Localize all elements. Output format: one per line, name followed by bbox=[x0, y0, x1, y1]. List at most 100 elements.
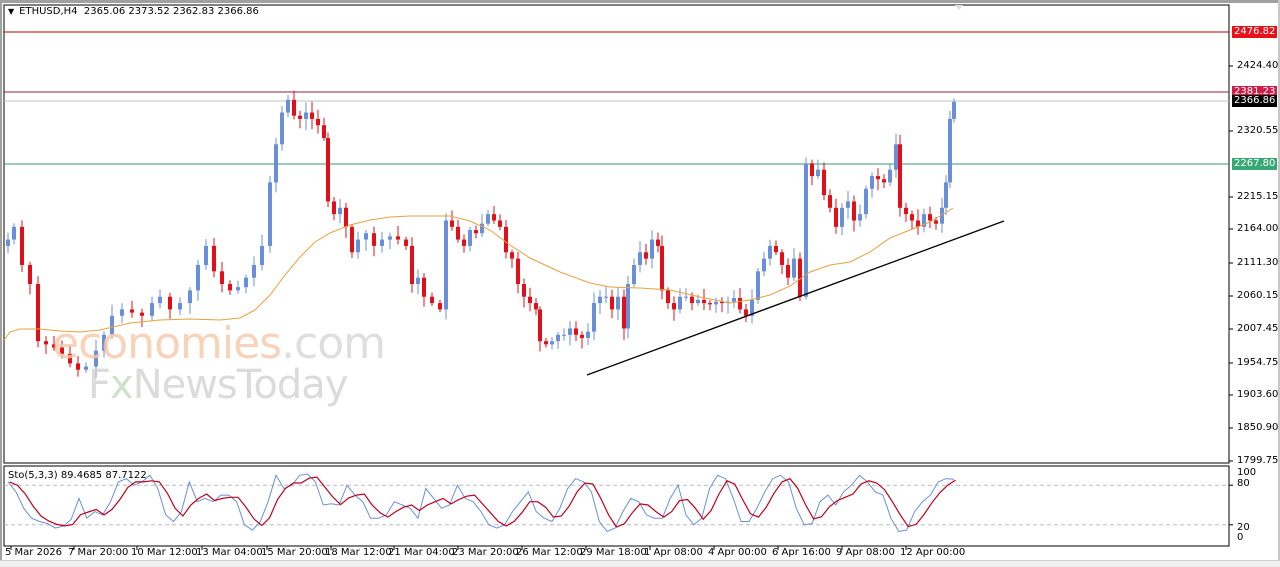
candle bbox=[550, 341, 554, 345]
candle bbox=[632, 264, 636, 285]
candle bbox=[486, 214, 490, 224]
candle bbox=[130, 309, 134, 313]
candle bbox=[28, 264, 32, 285]
candle bbox=[410, 245, 414, 285]
candle bbox=[60, 347, 64, 354]
candle bbox=[786, 264, 790, 278]
level-label-support: 2267.80 bbox=[1232, 158, 1278, 170]
price-tick-label: 1954.75 bbox=[1237, 357, 1279, 368]
time-label: 10 Mar 12:00 bbox=[131, 547, 198, 558]
time-label: 29 Mar 18:00 bbox=[580, 547, 647, 558]
candle bbox=[6, 239, 10, 246]
chart-title[interactable]: ▼ ETHUSD,H4 2365.06 2373.52 2362.83 2366.… bbox=[8, 6, 259, 17]
candle bbox=[732, 297, 736, 302]
candle bbox=[592, 303, 596, 332]
candle bbox=[556, 334, 560, 342]
candle bbox=[822, 169, 826, 196]
level-label-resistance-2: 2476.82 bbox=[1232, 26, 1278, 38]
candle bbox=[622, 296, 626, 329]
candle bbox=[656, 239, 660, 246]
candle bbox=[326, 137, 330, 202]
scroll-marker-icon bbox=[955, 5, 963, 10]
candle bbox=[888, 169, 892, 183]
triangle-down-icon[interactable]: ▼ bbox=[8, 7, 15, 16]
candle bbox=[480, 223, 484, 234]
candle bbox=[952, 101, 956, 119]
candle bbox=[944, 182, 948, 208]
price-tick-label: 2060.15 bbox=[1237, 290, 1279, 301]
sto-axis-80: 80 bbox=[1237, 478, 1250, 489]
candle bbox=[940, 207, 944, 224]
price-tick-label: 1850.90 bbox=[1237, 422, 1279, 433]
candle bbox=[388, 236, 392, 240]
level-label-current-price: 2366.86 bbox=[1232, 95, 1278, 107]
candle bbox=[714, 301, 718, 305]
candle bbox=[738, 297, 742, 310]
candle bbox=[220, 271, 224, 285]
candle bbox=[338, 207, 342, 215]
candle bbox=[94, 350, 98, 367]
sto-axis-0: 0 bbox=[1237, 532, 1244, 543]
price-tick-label: 2320.55 bbox=[1237, 125, 1279, 136]
price-tick-label: 2164.00 bbox=[1237, 223, 1279, 234]
candle bbox=[344, 207, 348, 227]
candle bbox=[474, 230, 478, 234]
candle bbox=[910, 214, 914, 221]
candle bbox=[110, 315, 114, 335]
candle bbox=[666, 290, 670, 304]
time-label: 5 Mar 2026 bbox=[5, 547, 63, 558]
watermark-fxnewstoday: FxNewsToday bbox=[88, 362, 348, 408]
candle bbox=[922, 214, 926, 227]
candle bbox=[510, 252, 514, 259]
candle bbox=[522, 284, 526, 297]
candle bbox=[304, 112, 308, 119]
candle bbox=[492, 214, 496, 221]
candle bbox=[852, 201, 856, 221]
watermark-economies: economies.com bbox=[52, 318, 386, 369]
window-top-border bbox=[0, 0, 1280, 3]
time-label: 12 Apr 00:00 bbox=[900, 547, 966, 558]
candle bbox=[356, 239, 360, 253]
candle bbox=[816, 169, 820, 177]
candle bbox=[604, 296, 608, 298]
candle bbox=[756, 271, 760, 300]
time-label: 7 Mar 20:00 bbox=[68, 547, 129, 558]
candle bbox=[380, 239, 384, 246]
candle bbox=[188, 290, 192, 304]
candle bbox=[948, 118, 952, 183]
candle bbox=[252, 264, 256, 278]
sto-axis-100: 100 bbox=[1237, 467, 1257, 478]
price-tick-label: 1799.75 bbox=[1237, 455, 1279, 466]
candle bbox=[534, 303, 538, 310]
time-label: 13 Mar 04:00 bbox=[196, 547, 263, 558]
candle bbox=[68, 353, 72, 364]
stochastic-signal-line bbox=[9, 476, 956, 528]
candle bbox=[468, 230, 472, 246]
candle bbox=[574, 328, 578, 335]
time-label: 9 Apr 08:00 bbox=[836, 547, 895, 558]
candle bbox=[212, 245, 216, 272]
moving-average-line bbox=[3, 207, 954, 341]
candle bbox=[528, 296, 532, 304]
candle bbox=[274, 144, 278, 183]
candle bbox=[610, 296, 614, 310]
candle bbox=[898, 144, 902, 208]
candle bbox=[84, 366, 88, 370]
candle bbox=[840, 207, 844, 227]
window-right-border bbox=[1278, 0, 1280, 567]
symbol: ETHUSD,H4 bbox=[19, 6, 78, 17]
candle bbox=[702, 299, 706, 304]
window-bottom-border bbox=[0, 560, 1280, 567]
candle bbox=[422, 277, 426, 297]
time-label: 18 Mar 12:00 bbox=[325, 547, 392, 558]
time-label: 15 Mar 20:00 bbox=[261, 547, 328, 558]
candle bbox=[416, 277, 420, 285]
candle bbox=[322, 125, 326, 138]
candle bbox=[350, 226, 354, 253]
candle bbox=[616, 296, 620, 310]
candle bbox=[904, 207, 908, 215]
candle bbox=[750, 299, 754, 316]
candle bbox=[638, 252, 642, 265]
candle bbox=[650, 239, 654, 259]
